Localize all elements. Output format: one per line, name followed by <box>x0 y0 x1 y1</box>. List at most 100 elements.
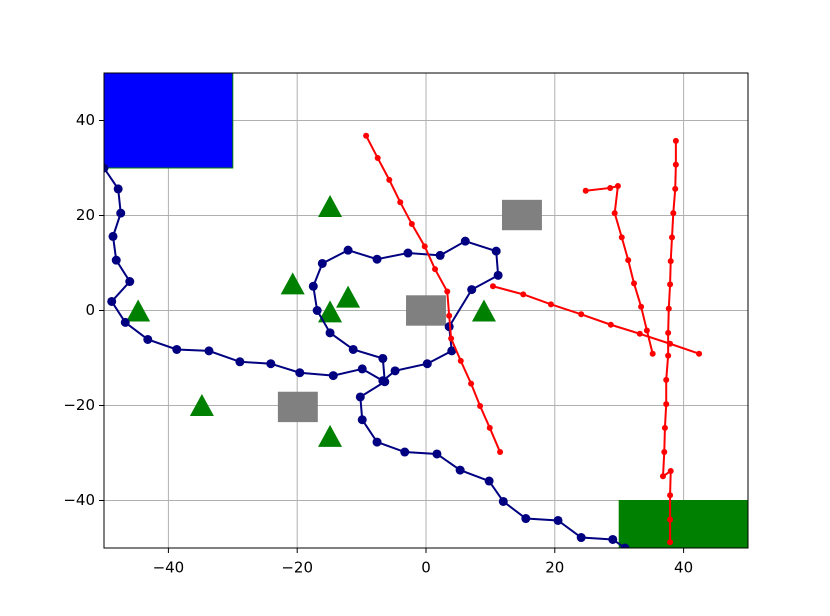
series-point <box>446 312 453 319</box>
triangle-marker <box>336 285 361 308</box>
series-point <box>457 357 464 364</box>
series-point <box>663 376 670 383</box>
series-point <box>325 328 335 338</box>
series-point <box>667 492 674 499</box>
grid <box>104 73 748 548</box>
series-point <box>125 277 135 287</box>
series-point <box>380 377 390 387</box>
series-point <box>104 163 109 173</box>
series-point <box>659 473 666 480</box>
series-point <box>372 254 382 264</box>
y-tick-label: 20 <box>76 206 95 224</box>
series-point <box>663 401 670 408</box>
axes: −40 −20 0 20 40 −40 −20 0 20 40 <box>63 111 693 577</box>
series-point <box>386 176 393 183</box>
series-point <box>665 305 672 312</box>
series-point <box>295 368 305 378</box>
x-tick-label: 0 <box>421 559 431 577</box>
series-point <box>578 311 585 318</box>
series-point <box>378 353 388 363</box>
series-point <box>422 359 432 369</box>
series-point <box>489 283 496 290</box>
series-point <box>661 424 668 431</box>
series-point <box>400 447 410 457</box>
series-point <box>408 221 415 228</box>
series-point <box>455 465 465 475</box>
series-point <box>484 476 494 486</box>
series-point <box>357 364 367 374</box>
series-point <box>667 468 674 475</box>
series-point <box>204 346 214 356</box>
y-tick-label: 0 <box>85 301 95 319</box>
obstacle <box>277 391 318 423</box>
y-tick-label: 40 <box>76 111 95 129</box>
x-tick-label: −40 <box>153 559 185 577</box>
series-point <box>582 187 589 194</box>
series-point <box>636 330 643 337</box>
series-point <box>672 185 679 192</box>
series-point <box>435 250 445 260</box>
series-point <box>444 288 451 295</box>
series-point <box>669 234 676 241</box>
series-point <box>498 496 508 506</box>
series-point <box>308 281 318 291</box>
series-point <box>374 155 381 162</box>
triangle-marker <box>318 194 343 217</box>
triangle-marker <box>126 299 151 322</box>
series-point <box>357 415 367 425</box>
series-point <box>649 350 656 357</box>
series-point <box>477 402 484 409</box>
series-point <box>672 137 679 144</box>
series-point <box>111 255 121 265</box>
y-tick-label: −40 <box>63 491 95 509</box>
series-point <box>397 199 404 206</box>
series-point <box>432 449 442 459</box>
series-point <box>355 392 365 402</box>
obstacle <box>406 295 446 326</box>
obstacle <box>501 199 542 231</box>
series-point <box>638 303 645 310</box>
series-point <box>607 321 614 328</box>
series-point <box>343 245 353 255</box>
triangle-marker <box>280 272 305 295</box>
series-point <box>614 183 621 190</box>
series-point <box>667 281 674 288</box>
series-point <box>665 329 672 336</box>
series-point <box>390 366 400 376</box>
plot-area <box>104 73 748 548</box>
series-point <box>403 248 413 258</box>
series-line <box>492 285 700 355</box>
triangle-marker <box>318 300 343 323</box>
triangle-marker <box>471 299 496 322</box>
region <box>618 500 748 548</box>
series-point <box>143 334 153 344</box>
series-point <box>312 306 322 315</box>
series-point <box>120 317 130 327</box>
series-point <box>672 161 679 168</box>
series-point <box>576 533 586 543</box>
series-point <box>432 266 439 273</box>
series-point <box>107 296 117 306</box>
series-point <box>631 280 638 287</box>
series-point <box>665 352 672 359</box>
series-point <box>547 301 554 308</box>
series-point <box>618 234 625 241</box>
triangle-marker <box>189 393 214 416</box>
series-point <box>521 514 531 524</box>
series-point <box>348 344 358 354</box>
series-point <box>661 449 668 456</box>
series-point <box>266 359 276 369</box>
series-point <box>467 285 477 295</box>
series-point <box>667 516 674 523</box>
series-point <box>620 543 630 548</box>
triangle-marker <box>318 424 343 447</box>
series-point <box>491 246 501 256</box>
y-tick-label: −20 <box>63 396 95 414</box>
series-point <box>520 291 527 298</box>
series-line <box>585 184 654 354</box>
series-point <box>235 357 245 367</box>
series-line <box>104 167 626 548</box>
series-point <box>625 257 632 264</box>
x-tick-label: 20 <box>545 559 564 577</box>
